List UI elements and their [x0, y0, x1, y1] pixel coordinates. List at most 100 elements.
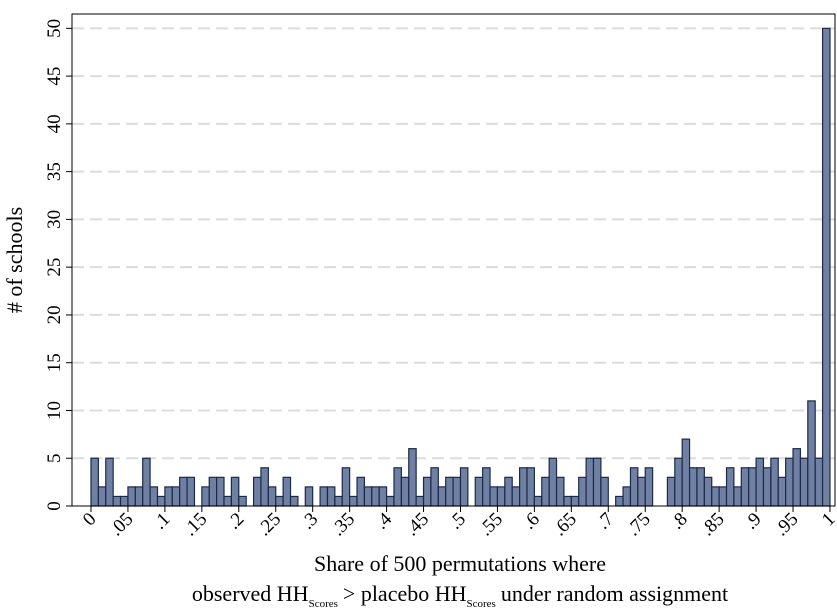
bar — [437, 486, 447, 507]
x-tick-label: .2 — [223, 509, 248, 534]
bar — [578, 476, 587, 507]
bar — [97, 486, 107, 507]
bar — [334, 495, 343, 507]
bar — [526, 467, 535, 507]
bar — [230, 476, 240, 507]
x-tick-label: 1 — [818, 509, 837, 531]
y-tick-label: 30 — [44, 210, 65, 229]
bar — [799, 457, 809, 507]
bar — [156, 495, 166, 507]
x-tick-label: .8 — [667, 509, 692, 534]
label-part: observed HH — [192, 581, 309, 606]
bar — [393, 467, 402, 507]
bar — [408, 448, 417, 507]
bar — [385, 495, 395, 507]
bar — [496, 486, 506, 507]
bar — [304, 486, 314, 507]
x-tick-label: .7 — [593, 509, 618, 534]
bar — [127, 486, 136, 507]
bar — [548, 457, 558, 507]
bar — [356, 476, 366, 507]
bar — [703, 476, 713, 507]
x-tick-label: .25 — [254, 509, 286, 541]
bar — [223, 495, 232, 507]
bar — [585, 457, 595, 507]
bar — [615, 495, 624, 507]
x-tick-label: .45 — [401, 509, 433, 541]
bar — [319, 486, 329, 507]
bar — [785, 457, 794, 507]
bar — [267, 486, 277, 507]
bar — [533, 495, 543, 507]
bar — [119, 495, 129, 507]
y-tick-label: 0 — [44, 501, 65, 511]
bar — [216, 476, 225, 507]
bar — [570, 495, 580, 507]
y-tick-label: 10 — [44, 401, 65, 420]
x-tick-label: .9 — [741, 509, 766, 534]
bar — [740, 467, 750, 507]
bar — [186, 476, 196, 507]
x-tick-label: .35 — [328, 509, 360, 541]
x-tick-label: .1 — [150, 509, 175, 534]
x-tick-label: 0 — [79, 509, 101, 531]
label-subscript: Scores — [467, 598, 496, 610]
bar — [430, 467, 439, 507]
bar — [445, 476, 454, 507]
bar — [725, 467, 735, 507]
label-subscript: Scores — [309, 598, 338, 610]
bar — [282, 476, 292, 507]
y-tick-label: 40 — [44, 114, 65, 133]
bar — [400, 476, 410, 507]
bar — [644, 467, 654, 507]
bar — [260, 467, 269, 507]
label-part: > placebo HH — [343, 581, 467, 606]
bar — [275, 495, 284, 507]
bar — [637, 476, 646, 507]
bar — [563, 495, 572, 507]
bar — [674, 457, 683, 507]
bar — [238, 495, 247, 507]
bar — [149, 486, 159, 507]
bar — [452, 476, 462, 507]
bar — [555, 476, 565, 507]
x-tick-label: .3 — [297, 509, 322, 534]
x-tick-label: .6 — [519, 509, 544, 534]
bar — [696, 467, 705, 507]
bar — [142, 457, 151, 507]
y-tick-label: 5 — [44, 453, 65, 463]
x-tick-label: .55 — [475, 509, 507, 541]
bar — [201, 486, 210, 507]
bar — [762, 467, 772, 507]
bar — [733, 486, 742, 507]
x-tick-label: .4 — [371, 508, 396, 533]
bar — [326, 486, 336, 507]
bar — [718, 486, 728, 507]
y-tick-label: 15 — [44, 353, 65, 372]
bar — [371, 486, 380, 507]
bar — [171, 486, 181, 507]
bar — [164, 486, 173, 507]
bar — [777, 476, 787, 507]
bar — [252, 476, 262, 507]
bar — [807, 400, 816, 507]
bar — [688, 467, 698, 507]
bar — [378, 486, 388, 507]
bar — [482, 467, 491, 507]
bar — [504, 476, 513, 507]
bar — [629, 467, 639, 507]
bar — [349, 495, 358, 507]
bar — [415, 495, 425, 507]
x-axis-label-line2: observed HHScores > placebo HHScores under… — [192, 581, 728, 610]
bar — [792, 448, 802, 507]
x-tick-label: .15 — [180, 509, 212, 541]
y-tick-label: 35 — [44, 162, 65, 181]
bar — [474, 476, 484, 507]
bar — [179, 476, 188, 507]
bar — [519, 467, 528, 507]
bar — [770, 457, 779, 507]
x-tick-label: .75 — [623, 509, 655, 541]
plot-frame — [71, 13, 836, 507]
y-tick-label: 50 — [44, 19, 65, 38]
